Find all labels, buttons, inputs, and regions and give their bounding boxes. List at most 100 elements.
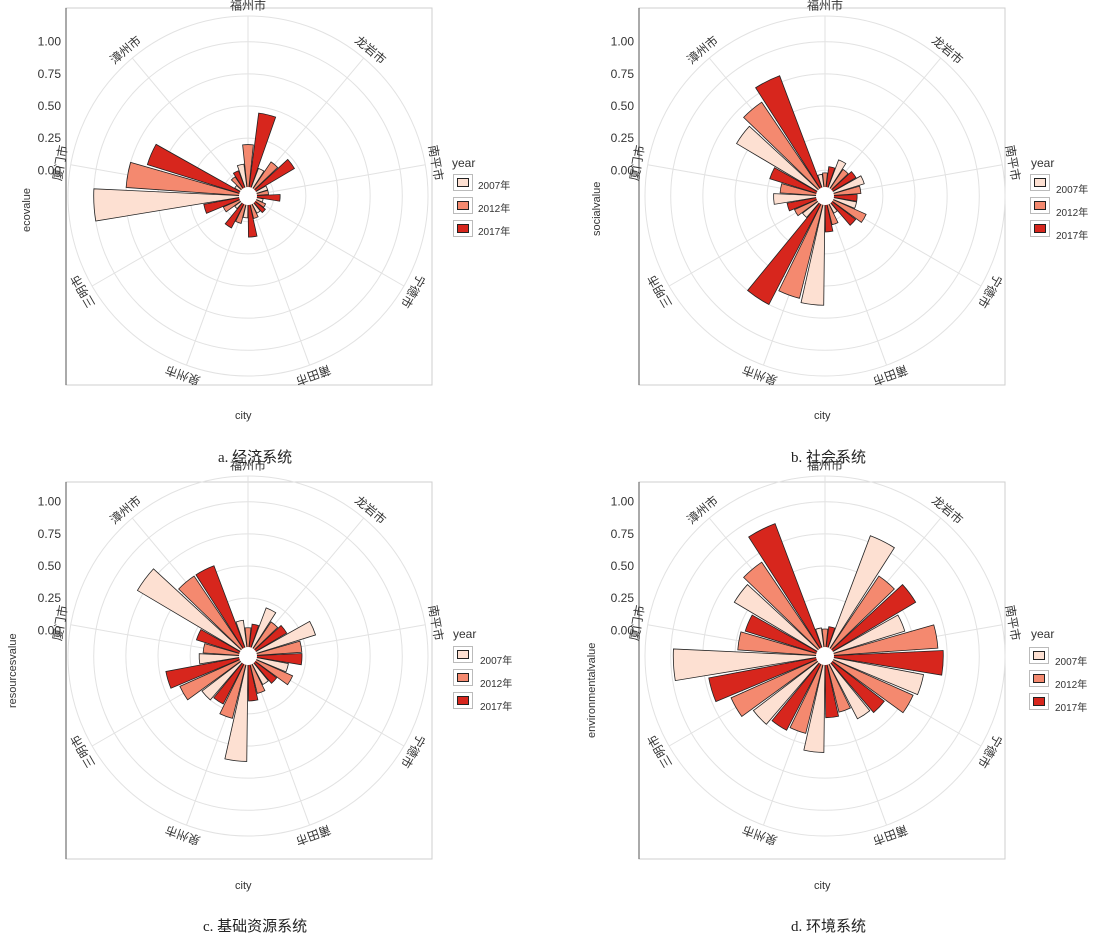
legend-title: year	[1031, 156, 1055, 170]
y-tick-label: 0.00	[38, 623, 62, 637]
bar-2012年-莆田市	[247, 655, 266, 694]
category-label: 南平市	[426, 604, 447, 642]
bar-2012年-福州市	[244, 627, 252, 657]
bar-2012年-三明市	[730, 655, 826, 718]
bar-2017年-龙岩市	[247, 158, 295, 197]
bar-2017年-龙岩市	[824, 583, 917, 657]
grid-spoke	[185, 195, 249, 366]
y-tick-label: 0.00	[38, 163, 62, 177]
legend-key-2017	[453, 220, 473, 237]
category-label: 福州市	[807, 458, 843, 473]
chart-caption: a. 经济系统	[218, 450, 293, 466]
y-tick-label: 0.75	[38, 67, 62, 81]
chart-panel-a: 1.00 0.75 0.50 0.25 0.00 福州市 龙岩市 南平市 宁德市 莆田市 泉州市 三明…	[0, 0, 550, 470]
bar-2017年-南平市	[247, 653, 303, 666]
bar-2017年-泉州市	[771, 655, 826, 731]
bar-2007年-莆田市	[824, 655, 871, 720]
bar-2017年-三明市	[708, 655, 826, 703]
category-label: 厦门市	[49, 144, 70, 182]
category-label: 福州市	[807, 0, 843, 13]
x-axis-label: city	[235, 880, 252, 892]
bar-2007年-漳州市	[136, 568, 249, 657]
bar-2017年-福州市	[247, 112, 277, 197]
chart-panel-c: 1.00 0.75 0.50 0.25 0.00 福州市 龙岩市 南平市 宁德市 莆田市 泉州市 三明…	[0, 458, 550, 942]
bar-2012年-福州市	[242, 144, 254, 197]
bar-2017年-莆田市	[247, 655, 259, 702]
legend-label-2017: 2017年	[1055, 703, 1088, 714]
bar-2012年-南平市	[824, 624, 939, 657]
y-tick-label: 0.75	[611, 527, 635, 541]
bar-2007年-龙岩市	[247, 607, 277, 657]
bar-2007年-南平市	[247, 620, 317, 657]
legend-label-2012: 2012年	[1056, 208, 1089, 219]
legend-label-2017: 2017年	[1056, 231, 1089, 242]
polar-chart-c: 1.000.750.500.250.00福州市龙岩市南平市宁德市莆田市泉州市三明…	[38, 458, 447, 860]
grid-spoke	[247, 195, 311, 366]
bar-2017年-厦门市	[195, 629, 249, 657]
category-label: 福州市	[230, 458, 266, 473]
bar-2012年-福州市	[822, 172, 828, 197]
bar-2007年-泉州市	[800, 195, 826, 306]
legend-title: year	[453, 627, 477, 641]
category-label: 厦门市	[626, 604, 647, 642]
chart-caption: d. 环境系统	[791, 919, 867, 935]
bar-2012年-福州市	[821, 628, 829, 657]
grid-spoke	[91, 195, 249, 287]
bar-2012年-龙岩市	[247, 621, 279, 657]
bar-2007年-龙岩市	[824, 535, 895, 657]
legend-key-2012	[453, 669, 473, 686]
bar-2017年-三明市	[165, 655, 249, 689]
category-label: 厦门市	[626, 144, 647, 182]
bar-2012年-南平市	[824, 185, 862, 197]
category-label: 南平市	[1003, 144, 1024, 182]
legend-key-2007	[1029, 647, 1049, 664]
bar-2012年-莆田市	[824, 655, 851, 713]
bar-2017年-三明市	[786, 195, 826, 212]
center-hole	[239, 647, 257, 665]
y-tick-label: 1.00	[38, 35, 62, 49]
y-tick-label: 0.50	[611, 99, 635, 113]
y-tick-label: 0.50	[38, 559, 62, 573]
legend-key-2012	[453, 197, 473, 214]
legend-label-2012: 2012年	[478, 204, 511, 215]
chart-panel-b: 1.00 0.75 0.50 0.25 0.00 福州市 龙岩市 南平市 宁德市 莆田市 泉州市 三明…	[573, 0, 1101, 470]
bar-2007年-三明市	[752, 655, 826, 725]
legend-key-2017	[1030, 220, 1050, 237]
x-axis-label: city	[814, 410, 831, 422]
legend-label-2007: 2007年	[478, 181, 511, 192]
bar-2017年-南平市	[824, 650, 944, 676]
bar-2012年-宁德市	[824, 655, 914, 714]
bar-2012年-三明市	[179, 655, 249, 701]
bar-2012年-三明市	[793, 195, 826, 217]
bar-2017年-宁德市	[247, 655, 278, 684]
bar-2017年-漳州市	[748, 523, 826, 657]
y-axis-label: ecovalue	[21, 187, 33, 232]
bar-2007年-泉州市	[803, 655, 826, 753]
bar-2017年-泉州市	[213, 655, 249, 705]
y-tick-label: 0.50	[611, 559, 635, 573]
grid-spoke	[247, 195, 405, 287]
bar-2012年-泉州市	[778, 195, 826, 299]
bar-2012年-宁德市	[824, 195, 867, 224]
chart-caption: c. 基础资源系统	[203, 919, 308, 935]
center-hole	[816, 647, 834, 665]
legend-key-2012	[1029, 670, 1049, 687]
bar-2007年-三明市	[201, 655, 249, 701]
bar-2017年-莆田市	[824, 655, 840, 719]
bar-2017年-厦门市	[769, 167, 826, 197]
legend-key-2017	[453, 692, 473, 709]
bar-2017年-泉州市	[747, 195, 826, 306]
bar-2012年-泉州市	[789, 655, 826, 734]
bar-2007年-泉州市	[224, 655, 249, 762]
x-axis-label: city	[814, 880, 831, 892]
y-tick-label: 0.25	[611, 131, 635, 145]
legend-label-2007: 2007年	[480, 656, 513, 667]
legend-title: year	[1031, 627, 1055, 641]
bar-2012年-厦门市	[125, 161, 249, 197]
legend-label-2007: 2007年	[1055, 657, 1088, 668]
y-axis-label: resourcesvalue	[7, 633, 19, 708]
y-tick-label: 0.75	[611, 67, 635, 81]
bar-2017年-漳州市	[195, 565, 249, 657]
bar-2012年-漳州市	[743, 561, 826, 657]
category-label: 南平市	[426, 144, 447, 182]
